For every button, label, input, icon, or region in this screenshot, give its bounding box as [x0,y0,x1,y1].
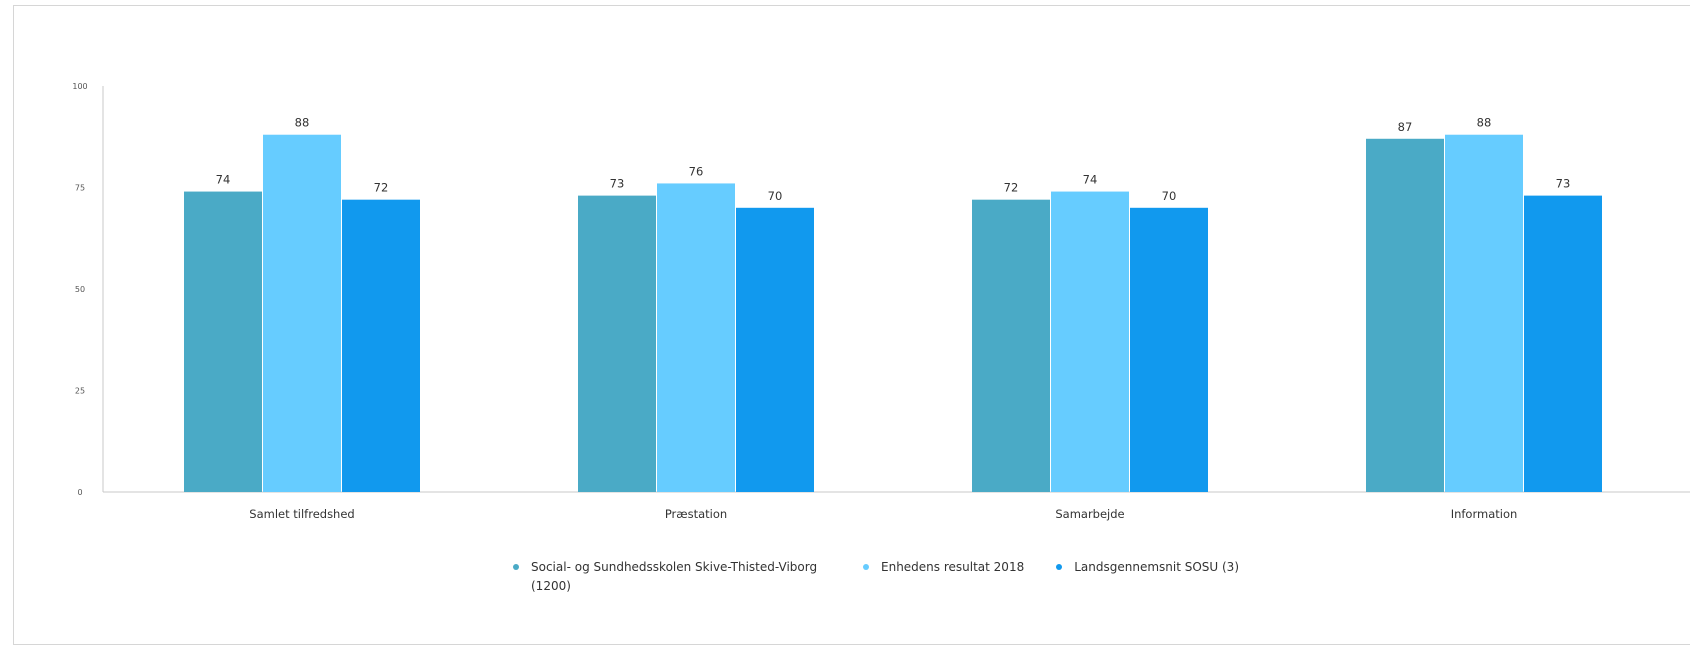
data-label: 73 [610,177,625,191]
bar [972,199,1050,492]
bar [263,134,341,492]
value-labels: 74 88 72 73 76 70 72 74 70 87 88 73 [216,116,1571,203]
legend-item-national-average[interactable]: Landsgennemsnit SOSU (3) [1056,558,1239,577]
legend-marker-icon [863,564,869,570]
bar [1366,138,1444,492]
y-axis: 0 25 50 75 100 [72,82,104,497]
legend-item-unit-result[interactable]: Enhedens resultat 2018 [863,558,1024,577]
data-label: 70 [1162,189,1177,203]
y-tick-label: 25 [75,387,85,396]
data-label: 70 [768,189,783,203]
bar [342,199,420,492]
x-tick-label: Præstation [665,507,727,521]
data-label: 88 [1477,116,1492,130]
data-label: 87 [1398,120,1413,134]
legend-marker-icon [513,564,519,570]
y-tick-label: 0 [77,488,82,497]
legend: Social- og Sundhedsskolen Skive-Thisted-… [513,558,1271,596]
legend-label: Enhedens resultat 2018 [881,560,1025,574]
data-label: 74 [1083,173,1098,187]
bar [184,191,262,492]
x-tick-label: Samarbejde [1055,507,1124,521]
y-tick-label: 100 [72,82,87,91]
data-label: 72 [374,181,389,195]
x-tick-label: Samlet tilfredshed [249,507,354,521]
legend-label: Social- og Sundhedsskolen Skive-Thisted-… [531,560,818,593]
data-label: 76 [689,164,704,178]
x-axis: Samlet tilfredshed Præstation Samarbejde In… [103,491,1690,521]
data-label: 73 [1556,177,1571,191]
data-label: 74 [216,173,231,187]
bar [657,183,735,492]
legend-marker-icon [1056,564,1063,570]
data-label: 72 [1004,181,1019,195]
bars [184,134,1602,493]
bar [1130,207,1208,493]
bar [736,207,814,493]
bar [1524,195,1602,492]
legend-item-school[interactable]: Social- og Sundhedsskolen Skive-Thisted-… [513,558,831,596]
data-label: 88 [295,116,310,130]
x-tick-label: Information [1451,507,1518,521]
bar [1051,191,1129,492]
y-tick-label: 75 [75,184,85,193]
y-tick-label: 50 [75,285,85,294]
legend-label: Landsgennemsnit SOSU (3) [1074,560,1240,574]
bar [1445,134,1523,492]
bar [578,195,656,492]
